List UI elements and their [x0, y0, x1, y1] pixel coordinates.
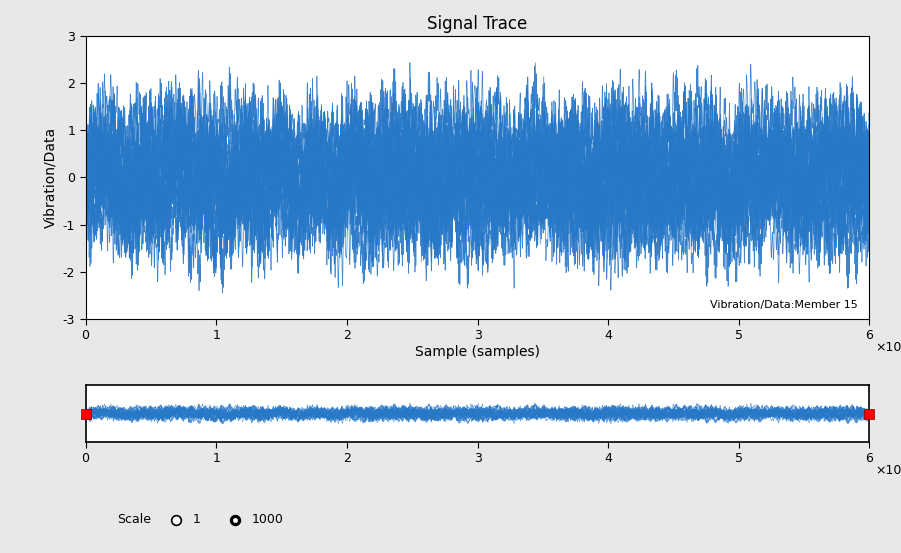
Text: Vibration/Data:Member 15: Vibration/Data:Member 15 [710, 300, 858, 310]
Y-axis label: Vibration/Data: Vibration/Data [43, 127, 58, 228]
Text: 1: 1 [193, 513, 201, 526]
Title: Signal Trace: Signal Trace [427, 15, 528, 33]
Text: Scale: Scale [117, 513, 151, 526]
Text: 1000: 1000 [251, 513, 284, 526]
X-axis label: Sample (samples): Sample (samples) [415, 345, 540, 359]
Text: ×10³: ×10³ [875, 341, 901, 354]
Text: ×10³: ×10³ [875, 464, 901, 477]
